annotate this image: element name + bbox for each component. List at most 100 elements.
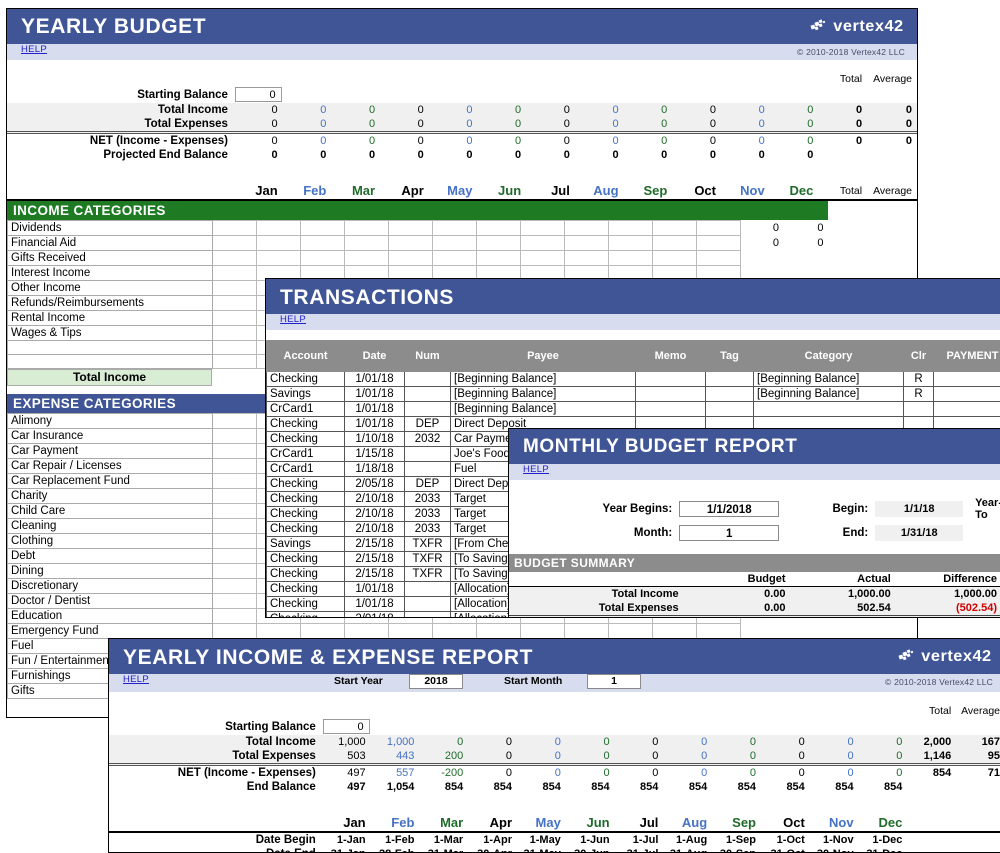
category-month-cell[interactable] bbox=[345, 624, 389, 639]
category-month-cell[interactable] bbox=[213, 549, 257, 564]
category-month-cell[interactable] bbox=[521, 236, 565, 251]
category-name-cell[interactable] bbox=[8, 341, 213, 355]
cell-account[interactable]: Checking bbox=[267, 597, 345, 612]
category-name-cell[interactable] bbox=[8, 355, 213, 369]
column-header[interactable]: Date bbox=[345, 341, 405, 372]
category-month-cell[interactable] bbox=[213, 624, 257, 639]
category-month-cell[interactable] bbox=[477, 236, 521, 251]
help-link[interactable]: HELP bbox=[123, 674, 149, 685]
yearly-income-expense-report-window[interactable]: YEARLY INCOME & EXPENSE REPORT vertex42 … bbox=[108, 638, 1000, 853]
column-header[interactable]: PAYMENT bbox=[934, 341, 1000, 372]
cell-num[interactable] bbox=[405, 372, 451, 387]
cell-date[interactable]: 1/15/18 bbox=[345, 447, 405, 462]
category-name-cell[interactable]: Refunds/Reimbursements bbox=[8, 296, 213, 311]
category-name-cell[interactable]: Debt bbox=[8, 549, 213, 564]
category-month-cell[interactable] bbox=[213, 444, 257, 459]
category-row[interactable]: Gifts Received bbox=[8, 251, 829, 266]
category-name-cell[interactable]: Other Income bbox=[8, 281, 213, 296]
category-month-cell[interactable] bbox=[697, 624, 741, 639]
start-month-input[interactable]: 1 bbox=[587, 674, 641, 689]
cell-date[interactable]: 2/15/18 bbox=[345, 552, 405, 567]
category-name-cell[interactable]: Discretionary bbox=[8, 579, 213, 594]
category-month-cell[interactable] bbox=[213, 594, 257, 609]
cell-account[interactable]: Checking bbox=[267, 477, 345, 492]
category-month-cell[interactable] bbox=[521, 221, 565, 236]
category-month-cell[interactable] bbox=[213, 311, 257, 326]
cell-date[interactable]: 1/18/18 bbox=[345, 462, 405, 477]
category-month-cell[interactable] bbox=[345, 221, 389, 236]
category-month-cell[interactable] bbox=[301, 236, 345, 251]
help-link[interactable]: HELP bbox=[21, 44, 47, 55]
category-name-cell[interactable]: Doctor / Dentist bbox=[8, 594, 213, 609]
monthly-budget-report-window[interactable]: MONTHLY BUDGET REPORT HELP Year Begins:1… bbox=[508, 428, 1000, 618]
cell-num[interactable] bbox=[405, 387, 451, 402]
cell-num[interactable]: DEP bbox=[405, 477, 451, 492]
starting-balance-input[interactable]: 0 bbox=[323, 719, 370, 734]
category-month-cell[interactable] bbox=[433, 624, 477, 639]
cell-account[interactable]: Checking bbox=[267, 567, 345, 582]
cell-tag[interactable] bbox=[706, 402, 754, 417]
category-month-cell[interactable] bbox=[213, 296, 257, 311]
category-name-cell[interactable]: Car Insurance bbox=[8, 429, 213, 444]
category-month-cell[interactable] bbox=[433, 236, 477, 251]
column-header[interactable]: Category bbox=[754, 341, 904, 372]
cell-account[interactable]: Checking bbox=[267, 432, 345, 447]
cell-date[interactable]: 1/01/18 bbox=[345, 417, 405, 432]
cell-account[interactable]: Savings bbox=[267, 387, 345, 402]
cell-num[interactable]: 2033 bbox=[405, 507, 451, 522]
category-month-cell[interactable] bbox=[521, 624, 565, 639]
category-month-cell[interactable] bbox=[213, 414, 257, 429]
starting-balance-input[interactable]: 0 bbox=[235, 87, 282, 102]
column-header[interactable]: Tag bbox=[706, 341, 754, 372]
category-month-cell[interactable] bbox=[257, 251, 301, 266]
cell-num[interactable]: DEP bbox=[405, 417, 451, 432]
cell-memo[interactable] bbox=[636, 402, 706, 417]
category-month-cell[interactable] bbox=[257, 236, 301, 251]
category-month-cell[interactable] bbox=[213, 609, 257, 624]
category-month-cell[interactable] bbox=[213, 489, 257, 504]
category-month-cell[interactable] bbox=[345, 251, 389, 266]
cell-category[interactable]: [Beginning Balance] bbox=[754, 387, 904, 402]
category-month-cell[interactable] bbox=[301, 251, 345, 266]
category-month-cell[interactable] bbox=[301, 221, 345, 236]
category-month-cell[interactable] bbox=[213, 474, 257, 489]
cell-account[interactable]: Checking bbox=[267, 507, 345, 522]
category-month-cell[interactable] bbox=[609, 624, 653, 639]
cell-date[interactable]: 2/15/18 bbox=[345, 537, 405, 552]
category-month-cell[interactable] bbox=[213, 355, 257, 369]
cell-payee[interactable]: [Beginning Balance] bbox=[451, 387, 636, 402]
category-month-cell[interactable] bbox=[609, 251, 653, 266]
cell-account[interactable]: Checking bbox=[267, 612, 345, 619]
cell-date[interactable]: 2/01/18 bbox=[345, 612, 405, 619]
month-input[interactable]: 1 bbox=[679, 525, 779, 541]
cell-account[interactable]: CrCard1 bbox=[267, 402, 345, 417]
category-month-cell[interactable] bbox=[213, 429, 257, 444]
category-month-cell[interactable] bbox=[213, 281, 257, 296]
category-month-cell[interactable] bbox=[213, 459, 257, 474]
cell-date[interactable]: 2/15/18 bbox=[345, 567, 405, 582]
category-name-cell[interactable]: Dining bbox=[8, 564, 213, 579]
category-month-cell[interactable] bbox=[213, 221, 257, 236]
cell-date[interactable]: 1/01/18 bbox=[345, 402, 405, 417]
cell-num[interactable]: TXFR bbox=[405, 567, 451, 582]
cell-account[interactable]: CrCard1 bbox=[267, 462, 345, 477]
category-month-cell[interactable] bbox=[697, 251, 741, 266]
category-month-cell[interactable] bbox=[389, 251, 433, 266]
cell-num[interactable]: 2033 bbox=[405, 492, 451, 507]
cell-date[interactable]: 2/10/18 bbox=[345, 522, 405, 537]
category-month-cell[interactable] bbox=[257, 624, 301, 639]
cell-num[interactable]: 2032 bbox=[405, 432, 451, 447]
cell-num[interactable] bbox=[405, 447, 451, 462]
category-month-cell[interactable] bbox=[213, 534, 257, 549]
category-name-cell[interactable]: Cleaning bbox=[8, 519, 213, 534]
cell-date[interactable]: 1/01/18 bbox=[345, 582, 405, 597]
category-name-cell[interactable]: Financial Aid bbox=[8, 236, 213, 251]
category-name-cell[interactable]: Education bbox=[8, 609, 213, 624]
category-name-cell[interactable]: Car Payment bbox=[8, 444, 213, 459]
category-month-cell[interactable] bbox=[653, 236, 697, 251]
category-name-cell[interactable]: Emergency Fund bbox=[8, 624, 213, 639]
cell-clr[interactable]: R bbox=[904, 387, 934, 402]
category-name-cell[interactable]: Child Care bbox=[8, 504, 213, 519]
